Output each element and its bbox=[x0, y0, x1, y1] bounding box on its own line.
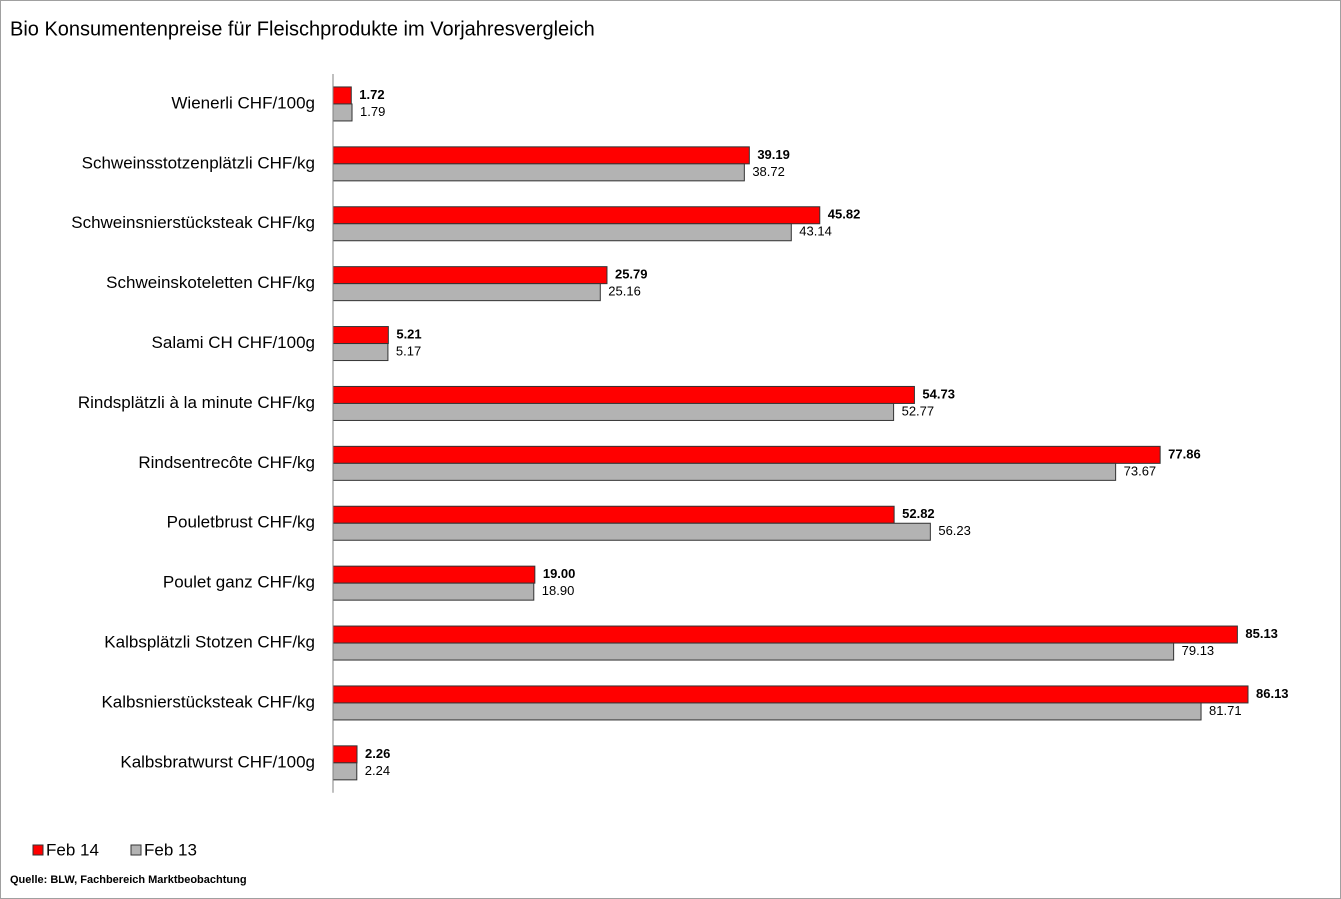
value-label: 79.13 bbox=[1182, 643, 1215, 658]
bar bbox=[332, 223, 792, 242]
value-label: 85.13 bbox=[1245, 626, 1278, 641]
legend-label: Feb 14 bbox=[46, 840, 99, 859]
y-tick-label: Schweinsnierstücksteak CHF/kg bbox=[71, 213, 315, 232]
bar bbox=[332, 745, 358, 764]
value-label: 1.72 bbox=[359, 87, 384, 102]
value-label: 54.73 bbox=[922, 386, 955, 401]
bar bbox=[332, 565, 536, 584]
value-label: 73.67 bbox=[1124, 463, 1157, 478]
bar bbox=[332, 445, 1161, 464]
y-tick-label: Schweinskoteletten CHF/kg bbox=[106, 273, 315, 292]
value-label: 38.72 bbox=[752, 164, 785, 179]
value-label: 5.21 bbox=[396, 326, 421, 341]
bar bbox=[332, 685, 1249, 704]
value-label: 2.26 bbox=[365, 746, 390, 761]
y-tick-label: Kalbsbratwurst CHF/100g bbox=[120, 752, 315, 771]
value-label: 86.13 bbox=[1256, 686, 1289, 701]
value-label: 39.19 bbox=[757, 147, 790, 162]
bar bbox=[332, 266, 608, 285]
y-tick-label: Salami CH CHF/100g bbox=[152, 333, 315, 352]
bar bbox=[332, 642, 1175, 661]
value-label: 18.90 bbox=[542, 583, 575, 598]
bar bbox=[332, 206, 821, 225]
y-tick-label: Pouletbrust CHF/kg bbox=[167, 513, 315, 532]
y-tick-label: Schweinsstotzenplätzli CHF/kg bbox=[82, 153, 315, 172]
bar bbox=[332, 163, 745, 182]
value-label: 5.17 bbox=[396, 343, 421, 358]
value-label: 52.82 bbox=[902, 506, 935, 521]
value-label: 25.16 bbox=[608, 284, 641, 299]
value-label: 19.00 bbox=[543, 566, 576, 581]
chart-title: Bio Konsumentenpreise für Fleischprodukt… bbox=[10, 18, 595, 40]
y-tick-label: Kalbsnierstücksteak CHF/kg bbox=[101, 692, 315, 711]
bar bbox=[332, 702, 1202, 721]
y-tick-label: Kalbsplätzli Stotzen CHF/kg bbox=[104, 633, 315, 652]
legend-label: Feb 13 bbox=[144, 840, 197, 859]
bar bbox=[332, 505, 895, 524]
bar bbox=[332, 522, 931, 541]
bar bbox=[332, 86, 352, 105]
y-tick-label: Wienerli CHF/100g bbox=[171, 93, 315, 112]
bar bbox=[332, 103, 353, 122]
value-label: 25.79 bbox=[615, 267, 648, 282]
value-label: 56.23 bbox=[938, 523, 971, 538]
bar bbox=[332, 385, 915, 404]
value-label: 45.82 bbox=[828, 207, 861, 222]
bar bbox=[332, 343, 389, 362]
value-label: 1.79 bbox=[360, 104, 385, 119]
y-tick-label: Rindsentrecôte CHF/kg bbox=[138, 453, 315, 472]
value-label: 77.86 bbox=[1168, 446, 1201, 461]
bar bbox=[332, 762, 358, 781]
bar bbox=[332, 283, 601, 302]
bar bbox=[332, 625, 1238, 644]
legend-swatch bbox=[130, 844, 142, 856]
legend-swatch bbox=[32, 844, 44, 856]
bar bbox=[332, 462, 1117, 481]
bar bbox=[332, 402, 895, 421]
y-tick-label: Poulet ganz CHF/kg bbox=[163, 573, 315, 592]
bar bbox=[332, 326, 389, 345]
bar bbox=[332, 146, 750, 165]
bar bbox=[332, 582, 535, 601]
source-note: Quelle: BLW, Fachbereich Marktbeobachtun… bbox=[10, 874, 247, 886]
value-label: 52.77 bbox=[902, 403, 935, 418]
y-tick-label: Rindsplätzli à la minute CHF/kg bbox=[78, 393, 315, 412]
value-label: 43.14 bbox=[799, 224, 832, 239]
value-label: 2.24 bbox=[365, 763, 390, 778]
value-label: 81.71 bbox=[1209, 703, 1242, 718]
